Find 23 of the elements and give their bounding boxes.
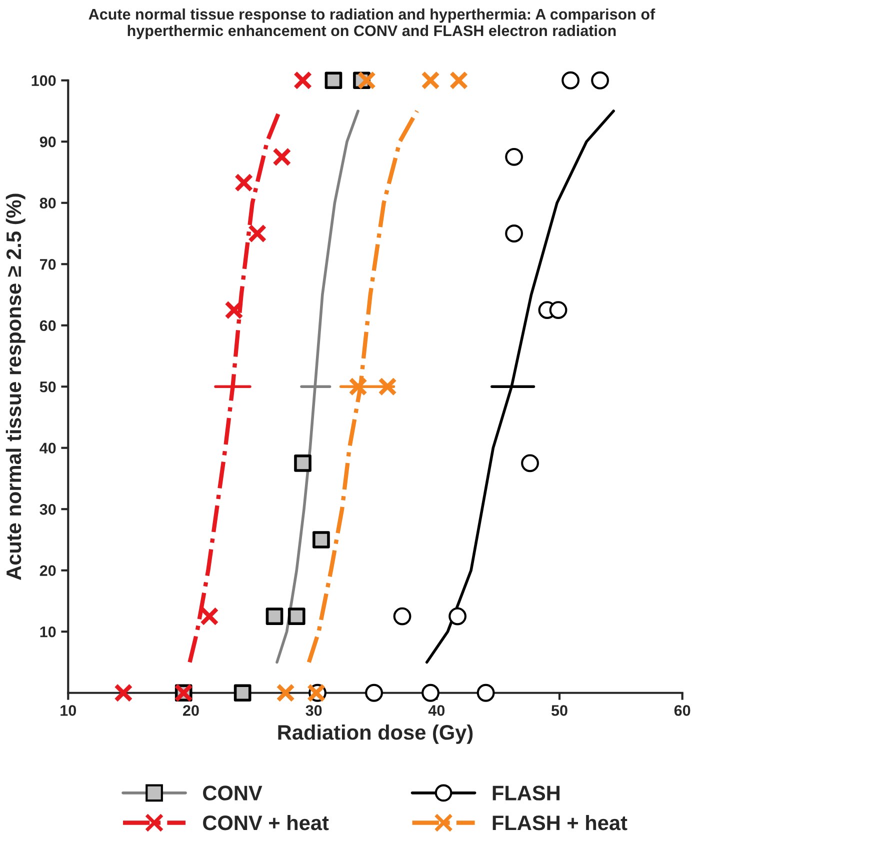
legend-label: CONV [203,786,262,800]
x-tick-label: 20 [183,705,199,716]
y-tick-label: 30 [40,504,56,515]
x-axis-title: Radiation dose (Gy) [278,724,473,744]
legend-label: CONV + heat [203,814,329,830]
y-tick-label: 80 [40,198,56,209]
y-tick-label: 40 [40,442,56,454]
legend-label: FLASH + heat [492,814,628,830]
y-tick-label: 70 [40,258,56,270]
y-tick-label: 100 [32,75,56,86]
x-tick-label: 50 [551,705,568,716]
y-tick-label: 50 [40,381,56,392]
x-tick-label: 30 [306,705,322,716]
y-tick-label: 20 [40,565,56,576]
y-tick-label: 60 [40,320,56,332]
x-tick-label: 10 [60,705,76,716]
legend-label: FLASH [492,786,560,800]
y-tick-label: 10 [40,626,56,638]
y-tick-label: 90 [40,136,56,148]
y-axis-title: Acute normal tissue response ≥ 2.5 (%) [6,194,26,580]
x-tick-label: 60 [674,705,690,716]
x-tick-label: 40 [428,705,445,716]
chart-title: Acute normal tissue response to radiation and hyperthermia: A comparison of hyperthermic enhancement on CONV and FLASH electron radiation [88,8,656,40]
